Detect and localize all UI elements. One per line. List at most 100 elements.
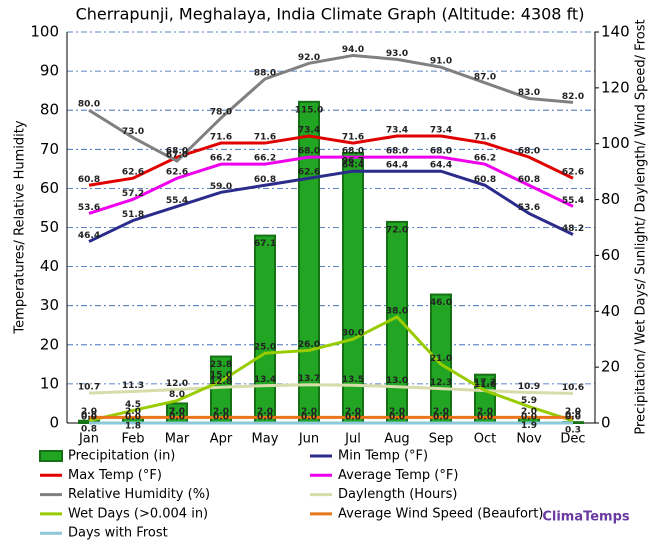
value-label: 11.6 — [474, 380, 496, 390]
value-label: 8.0 — [169, 390, 185, 400]
value-label: 64.4 — [342, 161, 364, 171]
legend-label: Relative Humidity (%) — [68, 487, 210, 502]
y2-tick-label: 60 — [601, 246, 620, 264]
value-label: 1.8 — [125, 421, 141, 431]
value-label: 11.3 — [122, 381, 144, 391]
value-label: 60.8 — [254, 175, 276, 185]
value-label: 25.0 — [254, 343, 276, 353]
value-label: 0.0 — [213, 413, 229, 423]
value-label: 2.0 — [213, 407, 229, 417]
y2-tick-label: 40 — [601, 302, 620, 320]
value-label: 2.0 — [433, 407, 449, 417]
legend-label: Max Temp (°F) — [68, 468, 162, 483]
value-label: 0.0 — [125, 413, 141, 423]
x-tick-label: Nov — [516, 432, 542, 447]
value-label: 2.0 — [81, 407, 97, 417]
line — [88, 169, 574, 243]
value-label: 62.6 — [562, 168, 584, 178]
value-label: 0.8 — [81, 424, 97, 434]
value-label: 17.3 — [474, 378, 496, 388]
value-label: 88.0 — [254, 68, 276, 78]
legend-label: Min Temp (°F) — [338, 449, 428, 464]
value-label: 62.6 — [166, 168, 188, 178]
value-label: 26.0 — [298, 340, 320, 350]
value-label: 2.0 — [345, 407, 361, 417]
line — [88, 53, 574, 163]
value-label: 62.6 — [122, 168, 144, 178]
y-tick-label: 10 — [40, 374, 59, 392]
value-label: 10.6 — [562, 383, 584, 393]
y-tick-label: 20 — [40, 335, 59, 353]
y-tick-label: 100 — [30, 23, 59, 41]
y2-axis-title: Precipitation/ Wet Days/ Sunlight/ Dayle… — [634, 19, 649, 434]
value-label: 12.0 — [166, 379, 188, 389]
y-tick-label: 30 — [40, 296, 59, 314]
value-label: 68.0 — [430, 147, 452, 157]
value-label: 71.6 — [474, 133, 496, 143]
value-label: 60.8 — [474, 175, 496, 185]
value-label: 2.0 — [169, 407, 185, 417]
legend-label: Daylength (Hours) — [338, 487, 457, 502]
value-label: 23.8 — [210, 360, 232, 370]
value-label: 0.8 — [81, 410, 97, 420]
legend-label: Precipitation (in) — [68, 449, 175, 464]
value-label: 78.0 — [210, 108, 232, 118]
value-label: 2.0 — [521, 407, 537, 417]
value-label: 1.9 — [521, 421, 537, 431]
chart-title: Cherrapunji, Meghalaya, India Climate Gr… — [76, 5, 585, 24]
value-label: 80.0 — [78, 100, 100, 110]
value-label: 66.2 — [210, 154, 232, 164]
x-tick-label: Jul — [344, 432, 361, 447]
value-label: 96.7 — [342, 156, 364, 166]
value-label: 68.0 — [298, 147, 320, 157]
value-label: 0.0 — [169, 413, 185, 423]
value-label: 2.0 — [477, 407, 493, 417]
value-label: 55.4 — [562, 196, 584, 206]
value-label: 21.0 — [430, 354, 452, 364]
y-axis-title: Temperatures/ Relative Humidity — [13, 120, 28, 334]
value-label: 51.8 — [122, 210, 144, 220]
value-label: 7.0 — [169, 407, 185, 417]
value-label: 2.0 — [389, 407, 405, 417]
value-label: 48.2 — [562, 224, 584, 234]
x-tick-label: Sep — [429, 432, 454, 447]
legend-label: Average Temp (°F) — [338, 468, 458, 483]
value-label: 12.3 — [430, 378, 452, 388]
value-label: 87.0 — [474, 72, 496, 82]
value-label: 68.0 — [386, 147, 408, 157]
value-label: 0.0 — [433, 413, 449, 423]
value-label: 0.0 — [257, 413, 273, 423]
value-label: 4.5 — [125, 400, 141, 410]
value-label: 0.8 — [565, 410, 581, 420]
value-label: 55.4 — [166, 196, 188, 206]
value-label: 0.0 — [565, 413, 581, 423]
value-label: 71.6 — [210, 133, 232, 143]
y-tick-label: 90 — [40, 62, 59, 80]
value-label: 2.0 — [565, 407, 581, 417]
value-label: 93.0 — [386, 49, 408, 59]
y2-tick-label: 140 — [601, 23, 630, 41]
value-label: 60.8 — [78, 175, 100, 185]
brand: ClimaTemps — [542, 510, 630, 525]
value-label: 94.0 — [342, 45, 364, 55]
value-label: 67.1 — [254, 239, 276, 249]
value-label: 73.0 — [122, 127, 144, 137]
x-tick-label: Mar — [165, 432, 190, 447]
value-label: 0.0 — [301, 413, 317, 423]
line — [88, 134, 574, 187]
x-tick-label: Aug — [384, 432, 409, 447]
x-tick-label: Oct — [474, 432, 496, 447]
value-label: 53.6 — [78, 203, 100, 213]
legend-label: Average Wind Speed (Beaufort) — [338, 506, 543, 521]
y-tick-label: 40 — [40, 257, 59, 275]
value-label: 46.4 — [78, 231, 100, 241]
y-tick-label: 60 — [40, 179, 59, 197]
y2-tick-label: 80 — [601, 190, 620, 208]
x-tick-label: May — [252, 432, 279, 447]
value-label: 71.6 — [342, 133, 364, 143]
x-tick-label: Jan — [78, 432, 99, 447]
value-label: 10.9 — [518, 382, 540, 392]
value-label: 2.0 — [257, 407, 273, 417]
value-label: 13.0 — [386, 376, 408, 386]
